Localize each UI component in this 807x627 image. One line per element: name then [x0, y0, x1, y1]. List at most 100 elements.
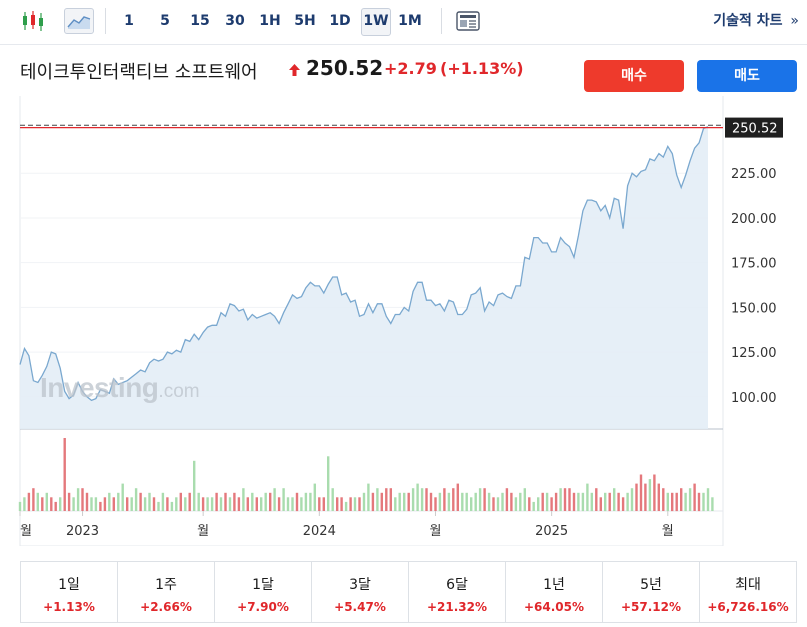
- volume-bar: [621, 497, 625, 511]
- performance-cell-1m[interactable]: 1달 +7.90%: [215, 562, 312, 622]
- volume-bar: [215, 492, 218, 512]
- volume-bar: [398, 492, 401, 512]
- interval-1m[interactable]: 1M: [398, 13, 422, 29]
- y-tick-label: 125.00: [731, 346, 777, 361]
- volume-bar: [474, 492, 477, 512]
- interval-1h[interactable]: 1H: [259, 13, 281, 29]
- volume-bar: [36, 492, 39, 512]
- interval-1[interactable]: 1: [124, 13, 134, 29]
- volume-bar: [411, 488, 415, 511]
- volume-bar: [264, 492, 267, 512]
- performance-label: 1일: [58, 577, 80, 593]
- volume-bar: [617, 492, 620, 512]
- volume-bar: [532, 501, 535, 511]
- volume-bar: [273, 488, 276, 511]
- performance-cell-6m[interactable]: 6달 +21.32%: [409, 562, 506, 622]
- volume-bar: [344, 501, 348, 511]
- volume-bar: [251, 492, 254, 512]
- volume-bar: [505, 488, 509, 511]
- volume-bar: [362, 492, 366, 512]
- volume-bar: [304, 492, 308, 512]
- last-price-label-box: 250.52: [725, 117, 783, 138]
- x-tick-label: 2025: [535, 524, 568, 539]
- volume-bar: [175, 497, 178, 511]
- volume-bar: [595, 488, 598, 511]
- performance-cell-1y[interactable]: 1년 +64.05%: [506, 562, 603, 622]
- performance-table: 1일 +1.13% 1주 +2.66% 1달 +7.90% 3달 +5.47% 6달 +2…: [20, 561, 797, 623]
- x-tick-label: 2024: [303, 524, 336, 539]
- area-chart-icon[interactable]: [64, 8, 94, 34]
- volume-bar: [688, 488, 692, 511]
- performance-cell-1d[interactable]: 1일 +1.13%: [21, 562, 118, 622]
- volume-bar: [416, 483, 419, 511]
- performance-label: 1달: [252, 577, 274, 593]
- volume-bar: [331, 488, 334, 511]
- performance-cell-max[interactable]: 최대 +6,726.16%: [700, 562, 796, 622]
- volume-bar: [394, 497, 397, 511]
- stock-header: 테이크투인터랙티브 소프트웨어 250.52 +2.79 (+1.13%) 매수…: [0, 46, 807, 96]
- volume-bar: [72, 497, 75, 511]
- performance-cell-5y[interactable]: 5년 +57.12%: [603, 562, 700, 622]
- interval-5h[interactable]: 5H: [294, 13, 316, 29]
- volume-bar: [45, 492, 48, 512]
- volume-bar: [166, 497, 169, 511]
- volume-bar: [483, 488, 486, 511]
- volume-bar: [434, 497, 437, 511]
- volume-bar: [452, 488, 455, 511]
- volume-bar: [456, 483, 459, 511]
- interval-1d[interactable]: 1D: [329, 13, 351, 29]
- x-tick-label: 월: [429, 524, 441, 539]
- y-tick-label: 200.00: [731, 212, 777, 227]
- volume-bar: [210, 497, 214, 511]
- volume-bar: [572, 492, 576, 512]
- volume-bar: [50, 497, 53, 511]
- volume-bar: [121, 483, 124, 511]
- performance-label: 1년: [543, 577, 565, 593]
- volume-bar: [577, 492, 580, 512]
- candlestick-icon[interactable]: [20, 10, 46, 32]
- interval-1w[interactable]: 1W: [361, 8, 391, 36]
- volume-bar: [478, 488, 482, 511]
- volume-bar: [228, 497, 232, 511]
- performance-label: 6달: [446, 577, 468, 593]
- volume-bar: [32, 488, 35, 511]
- volume-bar: [711, 497, 714, 511]
- price-chart[interactable]: 100.00 125.00 150.00 175.00 200.00 225.00 250…: [0, 96, 807, 547]
- news-layout-icon[interactable]: [455, 10, 481, 32]
- volume-bar: [644, 483, 647, 511]
- performance-value: +21.32%: [426, 600, 488, 614]
- volume-bar: [510, 492, 513, 512]
- interval-5[interactable]: 5: [160, 13, 170, 29]
- volume-bar: [242, 488, 245, 511]
- volume-bar: [233, 492, 236, 512]
- volume-bar: [269, 492, 272, 512]
- volume-bar: [545, 492, 549, 512]
- x-tick-label: 2023: [66, 524, 99, 539]
- volume-bar: [277, 497, 281, 511]
- volume-bar: [470, 497, 473, 511]
- chevron-double-right-icon: »: [790, 13, 799, 29]
- performance-cell-3m[interactable]: 3달 +5.47%: [312, 562, 409, 622]
- technical-chart-link[interactable]: 기술적 차트 »: [713, 8, 799, 34]
- volume-bar: [291, 497, 294, 511]
- volume-bar: [635, 483, 638, 511]
- interval-15[interactable]: 15: [190, 13, 210, 29]
- performance-cell-1w[interactable]: 1주 +2.66%: [118, 562, 215, 622]
- volume-bar: [353, 497, 357, 511]
- performance-value: +5.47%: [334, 600, 386, 614]
- volume-bar: [27, 492, 31, 512]
- volume-bar: [126, 497, 129, 511]
- buy-button[interactable]: 매수: [584, 60, 684, 92]
- volume-bar: [559, 488, 562, 511]
- volume-bar: [608, 492, 611, 512]
- interval-30[interactable]: 30: [225, 13, 245, 29]
- sell-button[interactable]: 매도: [697, 60, 797, 92]
- volume-bar: [54, 501, 57, 511]
- price-change: +2.79: [384, 59, 437, 78]
- volume-bar: [697, 492, 701, 512]
- volume-bar: [340, 497, 343, 511]
- volume-bar: [170, 501, 174, 511]
- volume-bar: [313, 483, 316, 511]
- last-price: 250.52: [306, 56, 384, 80]
- volume-bar: [184, 497, 187, 511]
